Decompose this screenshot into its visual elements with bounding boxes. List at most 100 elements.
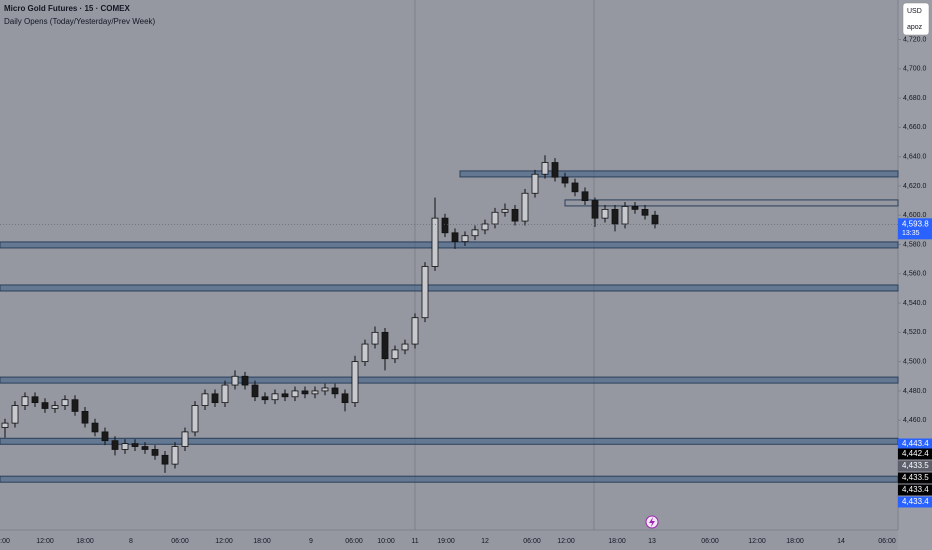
indicator-name: Daily Opens (Today/Yesterday/Prev Week) xyxy=(4,17,156,26)
y-tick-label: 4,620.0 xyxy=(903,183,926,190)
account[interactable]: apoz xyxy=(907,24,923,31)
current-price: 4,593.8 xyxy=(902,219,929,228)
candle-body xyxy=(21,396,29,406)
candle-body xyxy=(501,208,509,213)
candle-body xyxy=(61,399,69,406)
x-tick-label: 12:00 xyxy=(36,538,54,545)
y-tick-label: 4,580.0 xyxy=(903,241,926,248)
x-tick-label: 9 xyxy=(309,538,313,545)
current-price-box xyxy=(898,218,932,240)
y-tick-label: 4,640.0 xyxy=(903,154,926,161)
candle-body xyxy=(321,387,329,392)
candle-body xyxy=(11,405,19,424)
x-tick-label: 14 xyxy=(837,538,845,545)
candle-body xyxy=(341,393,349,404)
candle-body xyxy=(581,191,589,201)
candle-body xyxy=(1,422,9,428)
x-tick-label: 8 xyxy=(129,538,133,545)
y-tick-label: 4,720.0 xyxy=(903,36,926,43)
candle-body xyxy=(451,232,459,242)
candle-body xyxy=(201,393,209,406)
candle-body xyxy=(281,393,289,398)
candle-body xyxy=(541,162,549,175)
candle-body xyxy=(101,431,109,442)
y-tick-label: 4,500.0 xyxy=(903,358,926,365)
price-label: 4,433.4 xyxy=(902,497,929,506)
candle-body xyxy=(331,387,339,395)
price-label-box xyxy=(898,496,932,508)
y-tick-label: 4,520.0 xyxy=(903,329,926,336)
candle-body xyxy=(351,361,359,404)
daily-open-zone xyxy=(0,241,899,249)
x-tick-label: 11 xyxy=(411,538,418,545)
candle-body xyxy=(171,446,179,465)
daily-open-zone xyxy=(0,376,899,384)
candle-body xyxy=(641,208,649,216)
candle-body xyxy=(511,208,519,222)
candle-body xyxy=(471,229,479,237)
price-label-box xyxy=(898,472,932,484)
candle-body xyxy=(231,375,239,386)
candle-body xyxy=(521,192,529,222)
x-tick-label: 18:00 xyxy=(253,538,271,545)
candle-body xyxy=(491,211,499,225)
currency[interactable]: USD xyxy=(907,8,922,15)
candle-body xyxy=(621,206,629,225)
x-tick-label: 06:00 xyxy=(701,538,719,545)
candle-body xyxy=(131,443,139,447)
daily-open-zone xyxy=(0,284,899,292)
candle-body xyxy=(81,411,89,424)
currency-box[interactable] xyxy=(902,2,930,36)
zones xyxy=(0,170,899,483)
candle-body xyxy=(611,208,619,225)
candle-body xyxy=(311,390,319,395)
candle-body xyxy=(121,443,129,450)
candle-body xyxy=(251,384,259,398)
x-tick-label: 06:00 xyxy=(523,538,541,545)
candle-body xyxy=(361,343,369,363)
price-label-box xyxy=(898,448,932,460)
daily-open-zone xyxy=(0,475,899,483)
x-tick-label: 12:00 xyxy=(748,538,766,545)
candle-body xyxy=(141,446,149,450)
price-label: 4,442.4 xyxy=(902,449,929,458)
y-tick-label: 4,660.0 xyxy=(903,124,926,131)
candle-body xyxy=(221,384,229,404)
candle-body xyxy=(71,399,79,412)
countdown: 13:35 xyxy=(902,230,920,237)
x-tick-label: 18:00 xyxy=(786,538,804,545)
daily-open-zone xyxy=(459,170,899,178)
y-tick-label: 4,680.0 xyxy=(903,95,926,102)
x-tick-label: 10:00 xyxy=(377,538,395,545)
x-tick-label: 18:00 xyxy=(76,538,94,545)
x-tick-label: 12 xyxy=(481,538,489,545)
price-label-box xyxy=(898,438,932,450)
x-tick-label: :00 xyxy=(0,538,10,545)
price-label-box xyxy=(898,484,932,496)
x-tick-label: 12:00 xyxy=(557,538,575,545)
candle-body xyxy=(31,396,39,404)
candle-body xyxy=(91,422,99,433)
candle-body xyxy=(261,396,269,401)
labels: 4,460.0 4,480.0 4,500.0 4,520.0 4,540.0 4,560… xyxy=(0,36,932,545)
candle-body xyxy=(181,431,189,447)
candle-body xyxy=(551,162,559,178)
candles xyxy=(1,155,659,473)
candle-body xyxy=(651,214,659,225)
x-tick-label: 12:00 xyxy=(215,538,233,545)
y-tick-label: 4,480.0 xyxy=(903,388,926,395)
candle-body xyxy=(191,405,199,433)
candle-body xyxy=(411,317,419,345)
price-label: 4,433.5 xyxy=(902,473,929,482)
x-tick-label: 06:00 xyxy=(345,538,363,545)
y-tick-label: 4,460.0 xyxy=(903,417,926,424)
x-tick-label: 06:00 xyxy=(878,538,896,545)
candle-body xyxy=(461,235,469,242)
price-label: 4,433.5 xyxy=(902,461,929,470)
candle-body xyxy=(211,393,219,404)
candle-body xyxy=(431,217,439,267)
grid xyxy=(898,39,901,421)
candle-body xyxy=(561,176,569,184)
